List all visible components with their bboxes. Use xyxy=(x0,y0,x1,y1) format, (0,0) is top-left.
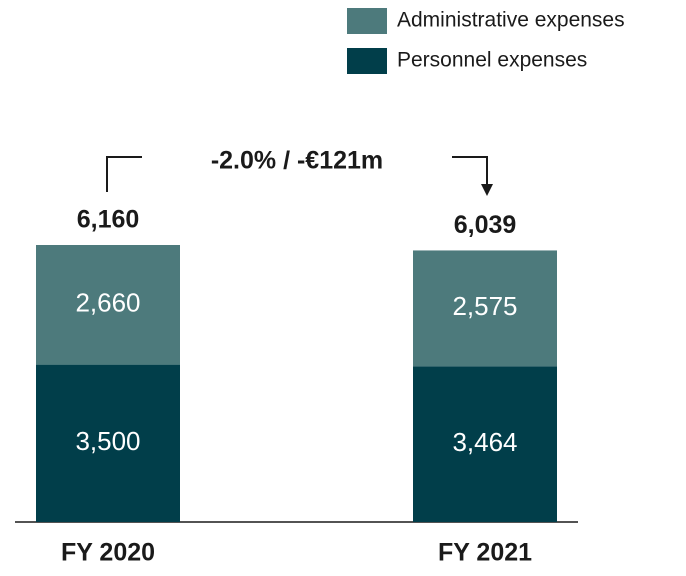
value-label: 2,575 xyxy=(452,291,517,321)
x-tick-label: FY 2020 xyxy=(61,539,155,567)
bracket-left xyxy=(106,156,142,192)
value-label: 2,660 xyxy=(75,288,140,318)
legend-label: Administrative expenses xyxy=(397,9,625,32)
value-label: 3,500 xyxy=(75,426,140,456)
bar-segment xyxy=(36,245,180,365)
total-label: 6,160 xyxy=(77,206,140,234)
bar-segment xyxy=(413,366,557,522)
legend-swatch xyxy=(347,48,387,74)
value-label: 3,464 xyxy=(452,427,517,457)
legend-swatch xyxy=(347,8,387,34)
arrow-head xyxy=(481,184,493,196)
total-label: 6,039 xyxy=(454,211,517,239)
bracket-right xyxy=(452,156,488,186)
bar-segment xyxy=(413,250,557,367)
legend-label: Personnel expenses xyxy=(397,49,587,72)
x-tick-label: FY 2021 xyxy=(438,539,532,567)
bar-segment xyxy=(36,364,180,522)
annotation: -2.0% / -€121m xyxy=(211,147,383,175)
